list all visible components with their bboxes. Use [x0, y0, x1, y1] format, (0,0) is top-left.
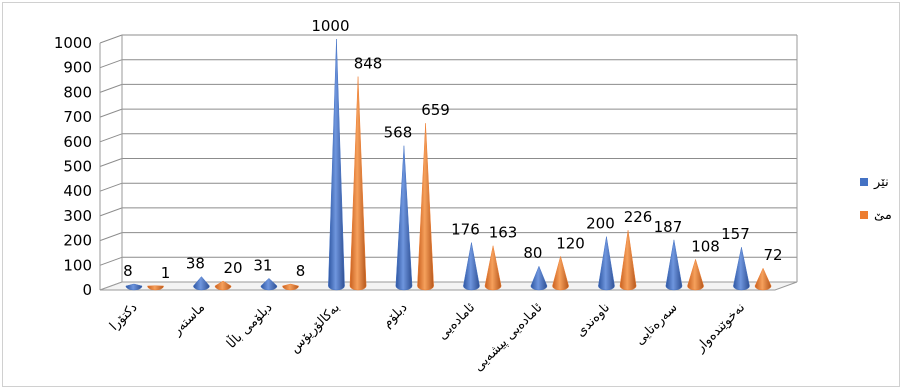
- y-tick-label: 200: [63, 232, 92, 250]
- cone-series2: [687, 258, 704, 291]
- cone-series1: [530, 265, 548, 291]
- cone-series1: [260, 277, 278, 291]
- data-label: 1000: [311, 17, 349, 35]
- y-tick-label: 400: [63, 182, 92, 200]
- cone-series1: [733, 247, 750, 291]
- data-label: 72: [764, 246, 783, 264]
- cone-series1: [328, 38, 345, 291]
- gridline-side-400: [99, 182, 123, 192]
- cone-series2: [282, 283, 299, 291]
- gridline-side-200: [99, 232, 123, 242]
- y-tick-label: 900: [63, 59, 92, 77]
- cone-series1: [395, 145, 413, 291]
- category-label: ئامادەیی: [435, 300, 478, 343]
- gridline-side-900: [99, 59, 123, 69]
- category-label: دکتۆرا: [107, 300, 141, 334]
- y-tick-label: 600: [63, 133, 92, 151]
- gridline-side-700: [99, 108, 123, 118]
- y-tick-label: 800: [63, 83, 92, 101]
- legend-swatch: [860, 178, 868, 186]
- data-label: 108: [691, 237, 720, 255]
- data-label: 200: [586, 215, 615, 233]
- data-label: 163: [489, 224, 518, 242]
- y-tick-label: 100: [63, 256, 92, 274]
- cone-series1: [665, 239, 683, 291]
- cone-series1: [463, 242, 480, 291]
- data-label: 187: [654, 218, 683, 236]
- data-label: 31: [253, 256, 272, 274]
- y-tick-labels: 0 100 200 300 400 500 600 700 800 900 1000: [54, 34, 92, 299]
- cone-series2: [214, 280, 232, 291]
- cone-series2: [484, 245, 502, 291]
- data-label: 120: [556, 234, 585, 252]
- cone-series2: [552, 255, 569, 291]
- cone-series2: [147, 285, 164, 291]
- data-label: 848: [354, 55, 383, 73]
- cone-series2: [349, 76, 367, 291]
- data-label: 1: [161, 264, 171, 282]
- category-label: دبلۆمی باڵا: [223, 299, 276, 352]
- y-tick-label: 300: [63, 207, 92, 225]
- data-label: 226: [624, 208, 653, 226]
- gridline-side-800: [99, 83, 123, 93]
- data-label: 568: [384, 124, 413, 142]
- gridline-side-300: [99, 207, 123, 217]
- legend-label: نێر: [873, 175, 889, 190]
- chart-frame: [2, 2, 900, 387]
- data-label: 38: [186, 255, 205, 273]
- legend-swatch: [860, 211, 868, 219]
- cone-series1: [125, 283, 143, 291]
- y-tick-label: 1000: [54, 34, 92, 52]
- cone-series2: [754, 267, 772, 291]
- y-tick-label: 700: [63, 108, 92, 126]
- category-label: ماستەر: [169, 300, 208, 339]
- gridline-side-100: [99, 256, 123, 266]
- data-label: 659: [421, 101, 450, 119]
- category-label: ئامادەیی پیشەیی: [471, 300, 545, 374]
- category-label: بەکالۆریۆس: [287, 300, 343, 356]
- category-label: دبلۆم: [380, 300, 411, 331]
- cone-series2: [619, 230, 637, 291]
- gridlines: [99, 34, 797, 266]
- legend: نێر مێ: [860, 175, 892, 223]
- data-label: 20: [224, 259, 243, 277]
- category-labels: دکتۆرا ماستەر دبلۆمی باڵا بەکالۆریۆس دبلۆم ئا…: [107, 299, 748, 375]
- category-label: نەخوێندەوار: [692, 300, 748, 356]
- category-label: سەرەتایی: [633, 300, 681, 348]
- category-label: ناوەندی: [573, 300, 613, 340]
- cone-series1: [193, 276, 210, 291]
- data-cones: [125, 38, 772, 291]
- y-tick-label: 0: [82, 281, 92, 299]
- data-label: 8: [123, 262, 133, 280]
- gridline-side-600: [99, 133, 123, 143]
- legend-label: مێ: [874, 208, 892, 223]
- data-label: 176: [451, 221, 480, 239]
- data-label: 80: [523, 244, 542, 262]
- gridline-side-1000: [99, 34, 123, 44]
- cone-series1: [598, 236, 615, 291]
- gridline-side-500: [99, 158, 123, 167]
- y-tick-label: 500: [63, 158, 92, 176]
- data-label: 8: [296, 262, 306, 280]
- cone-series2: [417, 123, 434, 291]
- data-label: 157: [721, 225, 750, 243]
